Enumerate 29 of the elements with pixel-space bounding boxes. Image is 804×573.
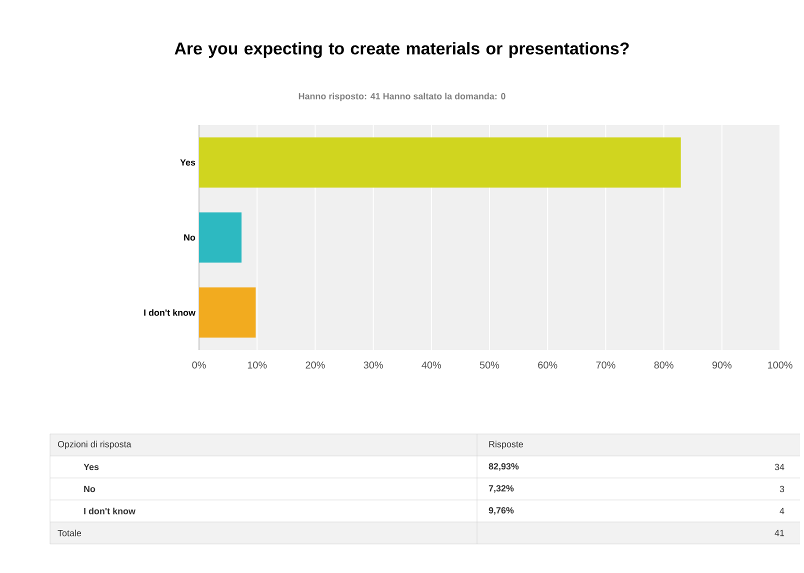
x-tick-label: 40% [422, 362, 442, 369]
chart-subtitle: Hanno risposto: 41 Hanno saltato la domanda: 0 [298, 92, 506, 102]
x-tick-label: 0% [192, 362, 206, 369]
text: Opzioni di risposta [58, 440, 132, 450]
text: Risposte [489, 440, 524, 450]
text: 34 [774, 464, 784, 470]
text: Totale [58, 530, 82, 536]
text: 4 [780, 508, 784, 514]
text: 82,93% [488, 463, 519, 471]
x-tick-label: 70% [596, 362, 616, 369]
x-tick-label: 90% [712, 362, 732, 369]
x-tick-label: 50% [480, 362, 500, 369]
text: 41 [774, 530, 784, 536]
x-tick-label: 20% [306, 362, 325, 369]
text: 7,32% [488, 485, 514, 493]
category-label: Yes [84, 464, 99, 470]
x-tick-label: 100% [768, 362, 792, 369]
y-tick-label: No [184, 234, 196, 241]
y-tick-label: Yes [180, 159, 196, 166]
text: 3 [780, 486, 784, 492]
x-tick-label: 10% [248, 362, 267, 369]
x-tick-label: 30% [364, 362, 383, 369]
x-tick-label: 80% [654, 362, 674, 369]
x-tick-label: 60% [538, 362, 558, 369]
category-label: I don't know [84, 508, 136, 514]
chart-title: Are you expecting to create materials or presentations? [174, 42, 629, 58]
text: 9,76% [488, 507, 514, 515]
category-label: No [84, 486, 96, 492]
y-tick-label: I don't know [144, 309, 196, 316]
